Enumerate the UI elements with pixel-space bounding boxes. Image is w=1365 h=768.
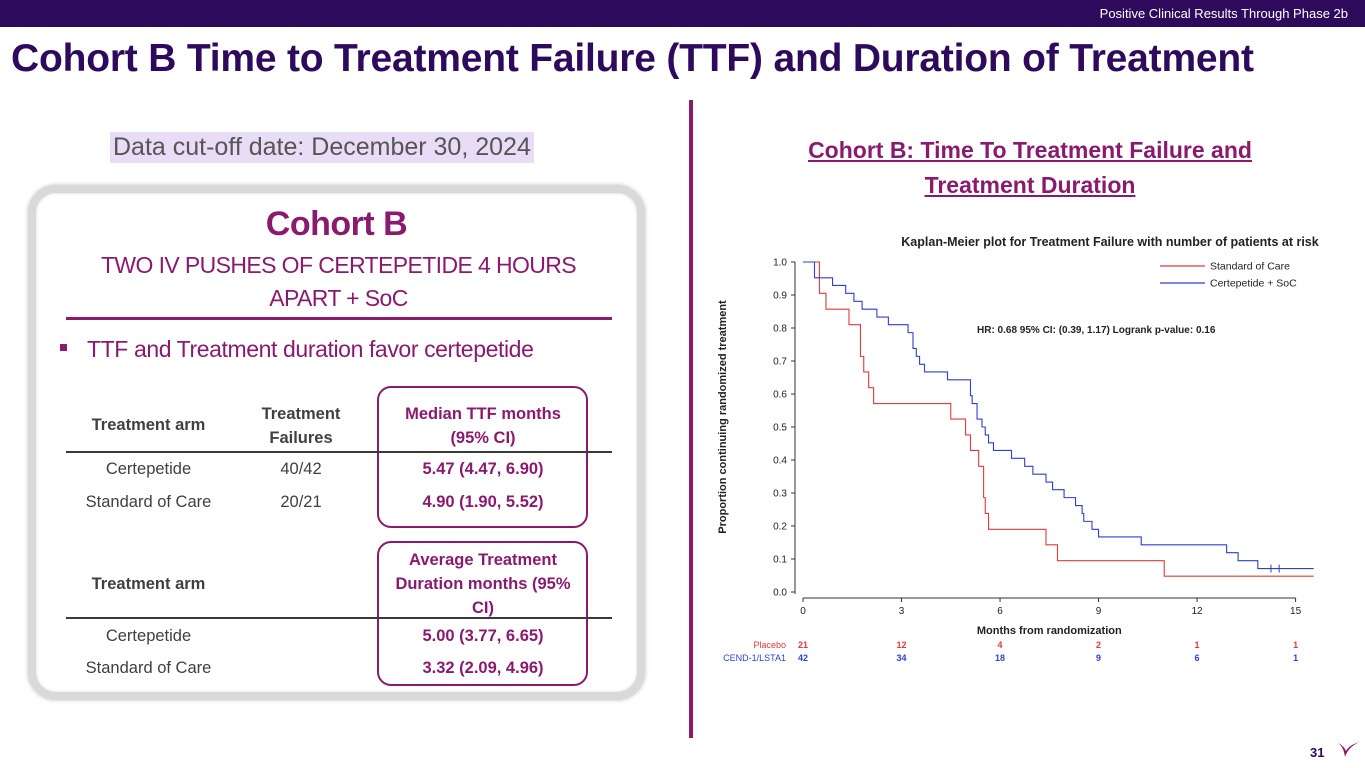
x-axis-label: Months from randomization [977, 625, 1122, 637]
x-tick-label: 0 [800, 606, 806, 617]
bullet-text: TTF and Treatment duration favor certepe… [87, 336, 534, 362]
bullet-item: TTF and Treatment duration favor certepe… [60, 336, 534, 363]
at-risk-label: Placebo [753, 640, 786, 650]
at-risk-value: 6 [1195, 653, 1200, 663]
y-tick-label: 0.0 [773, 588, 787, 599]
at-risk-value: 1 [1195, 640, 1200, 650]
y-tick-label: 0.7 [773, 357, 787, 368]
bullet-icon [60, 344, 67, 352]
x-tick-label: 15 [1290, 606, 1302, 617]
chart-title: Kaplan-Meier plot for Treatment Failure … [901, 235, 1318, 249]
y-tick-label: 0.3 [773, 489, 787, 500]
at-risk-value: 12 [897, 640, 907, 650]
table1-row2-arm: Standard of Care [85, 493, 212, 511]
series-line-0 [803, 261, 1314, 577]
bird-logo-icon [1338, 742, 1359, 757]
hr-annotation: HR: 0.68 95% CI: (0.39, 1.17) Logrank p-… [977, 325, 1216, 336]
table2-header-duration: Average Treatment Duration months (95% C… [395, 551, 571, 617]
card-divider [66, 317, 612, 320]
data-cutoff-label: Data cut-off date: December 30, 2024 [110, 132, 534, 163]
at-risk-value: 18 [995, 653, 1005, 663]
section-label: Positive Clinical Results Through Phase … [1099, 6, 1348, 21]
at-risk-value: 1 [1293, 653, 1298, 663]
x-tick-label: 9 [1096, 606, 1102, 617]
table2-row1-arm: Certepetide [105, 627, 192, 645]
header-bar: Positive Clinical Results Through Phase … [0, 0, 1365, 27]
y-tick-label: 0.2 [773, 522, 787, 533]
y-tick-label: 0.8 [773, 324, 787, 335]
vertical-divider [689, 100, 693, 738]
at-risk-value: 42 [798, 653, 808, 663]
slide-title: Cohort B Time to Treatment Failure (TTF)… [11, 37, 1254, 80]
at-risk-label: CEND-1/LSTA1 [723, 653, 786, 663]
y-tick-label: 0.6 [773, 390, 787, 401]
table1-row2-failures: 20/21 [280, 493, 322, 511]
series-line-1 [803, 261, 1314, 570]
highlight-box-duration [377, 541, 588, 686]
at-risk-value: 21 [798, 640, 808, 650]
at-risk-value: 34 [897, 653, 907, 663]
table1-row1-failures: 40/42 [280, 460, 322, 478]
table2-rule [66, 617, 612, 619]
y-axis-label: Proportion continuing randomized treatme… [717, 300, 729, 534]
card-subtitle: TWO IV PUSHES OF CERTEPETIDE 4 HOURS APA… [100, 252, 577, 311]
table2-row2-duration: 3.32 (2.09, 4.96) [422, 659, 544, 677]
x-tick-label: 6 [997, 606, 1003, 617]
at-risk-value: 9 [1096, 653, 1101, 663]
chart-heading: Cohort B: Time To Treatment Failure and … [808, 137, 1252, 198]
y-tick-label: 0.5 [773, 423, 787, 434]
highlight-box-ttf [377, 386, 588, 528]
at-risk-value: 1 [1293, 640, 1298, 650]
table2-header-arm: Treatment arm [91, 575, 206, 593]
x-tick-label: 12 [1192, 606, 1204, 617]
page-number: 31 [1310, 745, 1325, 760]
table1-row2-median: 4.90 (1.90, 5.52) [422, 493, 544, 511]
table1-header-arm: Treatment arm [91, 416, 206, 434]
y-tick-label: 0.9 [773, 291, 787, 302]
y-tick-label: 1.0 [773, 258, 787, 269]
cohort-card: Cohort B TWO IV PUSHES OF CERTEPETIDE 4 … [28, 185, 645, 700]
y-tick-label: 0.1 [773, 555, 787, 566]
table1-header-failures: Treatment Failures [261, 405, 341, 447]
table1-row1-median: 5.47 (4.47, 6.90) [422, 460, 544, 478]
table1-header-median: Median TTF months (95% CI) [405, 405, 561, 447]
at-risk-value: 4 [998, 640, 1003, 650]
km-chart: Kaplan-Meier plot for Treatment Failure … [717, 235, 1319, 663]
legend-label: Certepetide + SoC [1210, 278, 1297, 290]
table2-row2-arm: Standard of Care [85, 659, 212, 677]
y-tick-label: 0.4 [773, 456, 787, 467]
table1-rule [66, 451, 612, 453]
card-title: Cohort B [265, 205, 408, 243]
at-risk-value: 2 [1096, 640, 1101, 650]
legend-label: Standard of Care [1210, 261, 1290, 273]
table2-row1-duration: 5.00 (3.77, 6.65) [422, 627, 544, 645]
x-tick-label: 3 [899, 606, 905, 617]
table1-row1-arm: Certepetide [105, 460, 192, 478]
